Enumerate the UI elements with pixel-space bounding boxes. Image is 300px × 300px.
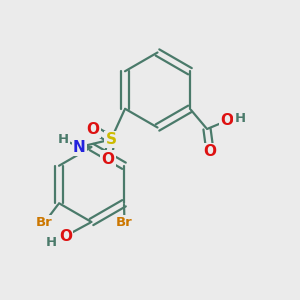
- Text: H: H: [45, 236, 57, 249]
- Text: Br: Br: [36, 216, 53, 229]
- Text: O: O: [203, 144, 217, 159]
- Text: O: O: [86, 122, 100, 136]
- Text: O: O: [59, 229, 72, 244]
- Text: N: N: [73, 140, 86, 154]
- Text: H: H: [234, 112, 246, 125]
- Text: Br: Br: [116, 216, 133, 229]
- Text: S: S: [106, 132, 116, 147]
- Text: O: O: [220, 113, 233, 128]
- Text: H: H: [57, 133, 69, 146]
- Text: O: O: [101, 152, 115, 166]
